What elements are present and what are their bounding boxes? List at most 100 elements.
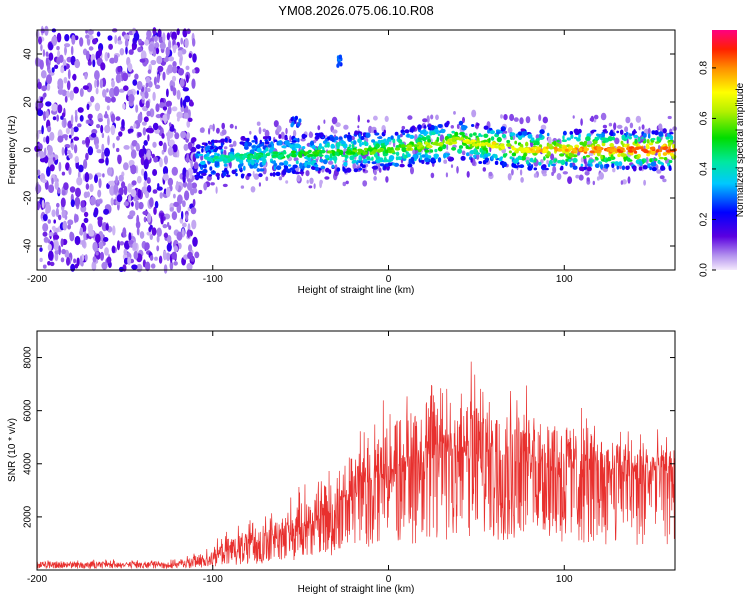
spectrogram-band-cell bbox=[301, 133, 307, 139]
spectrogram-band-cell bbox=[375, 143, 380, 149]
spectrogram-noise-cell bbox=[87, 60, 92, 66]
spectrogram-band-cell bbox=[361, 164, 366, 168]
spectrogram-noise-cell bbox=[96, 199, 103, 204]
spectrogram-band-cell bbox=[566, 137, 571, 141]
spectrogram-band-cell bbox=[417, 124, 422, 130]
spectrogram-noise-cell bbox=[118, 88, 125, 93]
spectrogram-noise-cell bbox=[131, 264, 138, 270]
spectrogram-noise-cell bbox=[114, 34, 118, 45]
spectrogram-noise-cell bbox=[105, 223, 109, 231]
spectrogram-band-cell bbox=[527, 133, 533, 139]
spectrogram-noise-cell bbox=[52, 116, 57, 121]
spectrogram-ridge-cell bbox=[372, 149, 376, 154]
spectrogram-noise-cell bbox=[143, 216, 147, 223]
spectrogram-ridge-cell bbox=[511, 147, 517, 151]
spectrogram-noise-cell bbox=[107, 135, 110, 146]
spectrogram-halo-cell bbox=[643, 179, 646, 186]
spectrogram-noise-cell bbox=[169, 261, 174, 271]
spectrogram-band-cell bbox=[425, 135, 431, 140]
spectrogram-noise-cell bbox=[42, 214, 48, 222]
spectrogram-noise-cell bbox=[143, 180, 147, 188]
spectrogram-band-cell bbox=[258, 173, 263, 178]
spectrogram-halo-cell bbox=[461, 150, 466, 156]
spectrogram-band-cell bbox=[206, 151, 210, 157]
spectrogram-noise-cell bbox=[110, 197, 114, 206]
spectrogram-halo-cell bbox=[280, 131, 285, 140]
spectrogram-noise-cell bbox=[154, 42, 160, 49]
spectrogram-band-cell bbox=[351, 143, 355, 149]
spectrogram-band-cell bbox=[302, 165, 305, 171]
spectrogram-noise-cell bbox=[42, 49, 46, 57]
spectrogram-noise-cell bbox=[146, 149, 151, 160]
spectrogram-noise-cell bbox=[87, 113, 93, 120]
spectrogram-band-cell bbox=[632, 130, 635, 136]
spectrogram-ridge-cell bbox=[251, 155, 256, 159]
spectrogram-band-cell bbox=[582, 155, 586, 159]
spectrogram-halo-cell bbox=[293, 157, 299, 162]
spectrogram-noise-cell bbox=[171, 75, 177, 82]
spectrogram-halo-cell bbox=[567, 176, 573, 185]
spectrogram-band-cell bbox=[496, 131, 500, 135]
spectrogram-band-cell bbox=[635, 159, 640, 164]
spectrogram-band-cell bbox=[570, 134, 574, 139]
spectrogram-band-cell bbox=[650, 139, 655, 143]
spectrogram-ridge-cell bbox=[217, 158, 223, 162]
spectrogram-noise-cell bbox=[168, 39, 172, 50]
spectrogram-noise-cell bbox=[135, 143, 140, 152]
spectrogram-ridge-cell bbox=[545, 146, 549, 150]
spectrogram-halo-cell bbox=[593, 114, 599, 120]
spectrogram-band-cell bbox=[443, 153, 447, 159]
spectrogram-band-cell bbox=[353, 168, 359, 173]
spectrogram-band-cell bbox=[239, 169, 243, 173]
spectrogram-noise-cell bbox=[83, 225, 87, 232]
spectrogram-band-cell bbox=[458, 120, 464, 126]
spectrogram-halo-cell bbox=[627, 176, 631, 184]
spectrogram-band-cell bbox=[592, 140, 598, 145]
snr-x-tick-label: -100 bbox=[203, 574, 223, 585]
spectrogram-noise-cell bbox=[42, 231, 48, 237]
spectrogram-ridge-cell bbox=[471, 143, 476, 147]
spectrogram-band-cell bbox=[195, 144, 201, 150]
spectrogram-band-cell bbox=[329, 153, 333, 159]
colorbar-ticks: 0.0 0.2 0.4 0.6 0.8 bbox=[699, 61, 716, 277]
spectrogram-band-cell bbox=[658, 156, 665, 160]
spectrogram-band-cell bbox=[349, 155, 355, 161]
spectrogram-band-cell bbox=[273, 139, 278, 142]
spectrogram-band-cell bbox=[437, 133, 441, 137]
spectrogram-band-cell bbox=[573, 128, 579, 134]
spectrogram-ridge-cell bbox=[345, 150, 351, 155]
spectrogram-x-axis: -200 -100 0 100 bbox=[27, 30, 573, 285]
spectrogram-noise-cell bbox=[194, 251, 200, 259]
spectrogram-noise-cell bbox=[37, 169, 41, 176]
spectrogram-ridge-cell bbox=[225, 155, 230, 159]
spectrogram-noise-cell bbox=[172, 61, 177, 68]
spectrogram-band-cell bbox=[392, 138, 396, 144]
spectrogram-noise-cell bbox=[63, 182, 69, 191]
spectrogram-noise-cell bbox=[163, 232, 169, 239]
spectrogram-band-cell bbox=[360, 136, 365, 140]
spectrogram-noise-cell bbox=[73, 136, 80, 141]
spectrogram-halo-cell bbox=[584, 171, 590, 176]
spectrogram-band-cell bbox=[201, 142, 206, 145]
spectrogram-band-cell bbox=[318, 143, 322, 148]
spectrogram-halo-cell bbox=[586, 177, 590, 182]
spectrogram-band-cell bbox=[565, 160, 568, 167]
spectrogram-halo-cell bbox=[592, 180, 595, 186]
spectrogram-noise-cell bbox=[187, 142, 193, 150]
spectrogram-halo-cell bbox=[203, 182, 208, 191]
spectrogram-noise-cell bbox=[79, 88, 84, 97]
spectrogram-band-cell bbox=[295, 160, 299, 165]
spectrogram-noise-cell bbox=[53, 234, 60, 240]
colorbar-tick-label: 0.4 bbox=[699, 162, 710, 176]
spectrogram-noise-cell bbox=[172, 65, 178, 74]
spectrogram-band-cell bbox=[541, 164, 547, 169]
spectrogram-noise-cell bbox=[149, 197, 154, 208]
spectrogram-ridge-cell bbox=[326, 150, 333, 154]
spectrogram-noise-cell bbox=[83, 159, 88, 170]
spectrogram-halo-cell bbox=[216, 128, 220, 132]
spectrogram-band-cell bbox=[371, 156, 374, 161]
spectrogram-noise-cell bbox=[51, 103, 58, 112]
spectrogram-band-cell bbox=[586, 166, 592, 172]
spectrogram-halo-cell bbox=[362, 180, 368, 187]
spectrogram-noise-cell bbox=[70, 199, 75, 208]
